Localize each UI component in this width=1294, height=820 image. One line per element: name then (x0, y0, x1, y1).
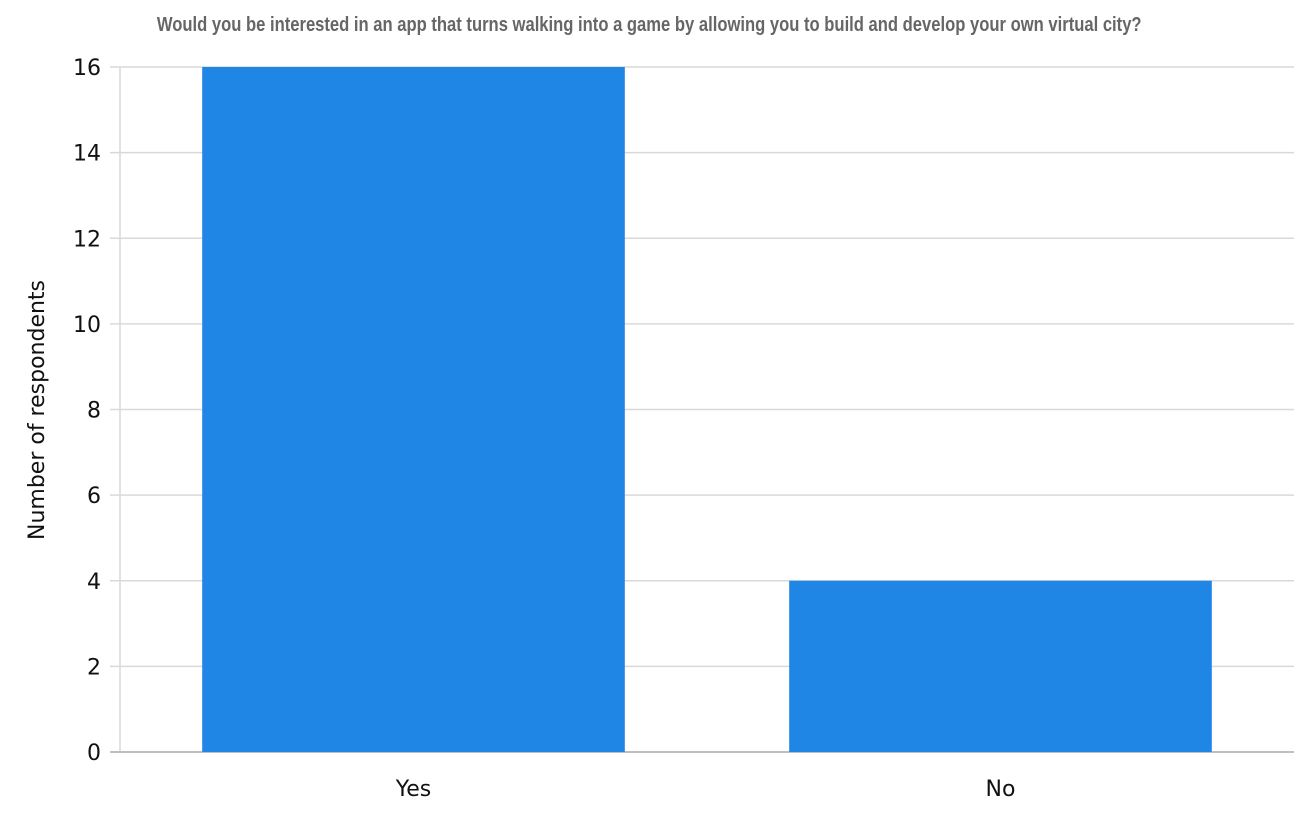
y-tick-label: 8 (87, 399, 101, 424)
y-tick-label: 12 (73, 227, 101, 252)
y-tick-label: 14 (73, 142, 101, 167)
x-category-label: Yes (395, 777, 432, 802)
y-tick-label: 10 (73, 313, 101, 338)
x-category-label: No (986, 777, 1016, 802)
x-category-labels: Yes No (395, 777, 1016, 802)
y-tick-label: 2 (87, 655, 101, 680)
bars (202, 67, 1212, 752)
y-tick-label: 0 (87, 741, 101, 766)
y-tick-labels: 0 2 4 6 8 10 12 14 16 (73, 56, 101, 766)
bar-no (789, 580, 1212, 752)
y-tick-label: 16 (73, 56, 101, 81)
y-tick-label: 4 (87, 570, 101, 595)
bar-yes (202, 67, 625, 752)
chart-title: Would you be interested in an app that t… (156, 14, 1142, 36)
y-tick-label: 6 (87, 484, 101, 509)
y-axis-title: Number of respondents (25, 280, 50, 540)
